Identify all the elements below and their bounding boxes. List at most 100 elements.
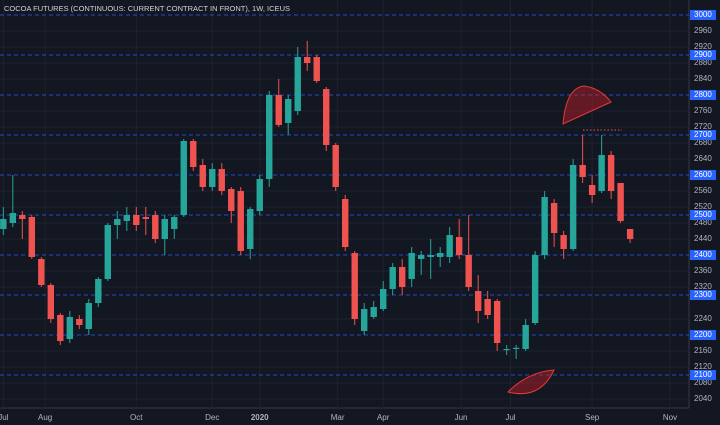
candle-body [361, 309, 368, 331]
y-tick-label: 2760 [694, 106, 712, 115]
price-label: 2500 [690, 210, 716, 220]
candle-body [180, 141, 187, 215]
candle-body [626, 229, 634, 239]
candle-body [0, 219, 7, 229]
candle-body [503, 349, 510, 351]
x-tick-label: Jul [0, 413, 9, 422]
price-label: 2100 [690, 370, 716, 380]
y-tick-label: 2480 [694, 218, 712, 227]
candles [0, 41, 634, 359]
candle-body [436, 253, 444, 257]
candle-body [247, 209, 254, 249]
price-label: 3000 [690, 10, 716, 20]
candle-body [617, 183, 624, 221]
chart-title: COCOA FUTURES (CONTINUOUS: CURRENT CONTR… [4, 4, 290, 13]
x-tick-label: Nov [663, 413, 677, 422]
candle-body [256, 179, 263, 211]
price-label-text: 2700 [694, 130, 712, 139]
candle-body [275, 95, 282, 125]
y-tick-label: 2120 [694, 362, 712, 371]
axis: 2040 2080 2120 2160 2240 2320 2360 2440 2480 2520… [0, 10, 716, 422]
price-label-box [690, 90, 716, 100]
x-tick-label: Dec [205, 413, 219, 422]
price-label-box [690, 170, 716, 180]
candle-body [95, 279, 102, 303]
candle-body [123, 215, 130, 221]
candle-body [47, 285, 55, 319]
candle-body [209, 169, 216, 187]
price-label-box [690, 330, 716, 340]
candle-body [38, 259, 45, 285]
drawing-arc [562, 85, 612, 125]
price-label-box [690, 130, 716, 140]
candle-body [152, 215, 159, 239]
price-label: 2700 [690, 130, 716, 140]
y-tick-label: 2040 [694, 394, 712, 403]
candle-body [379, 289, 387, 309]
candle-body [228, 189, 235, 211]
price-label-text: 2300 [694, 290, 712, 299]
candle-body [323, 89, 330, 145]
price-label-text: 2800 [694, 90, 712, 99]
candle-body [304, 57, 311, 63]
y-tick-label: 2920 [694, 42, 712, 51]
y-tick-label: 2840 [694, 74, 712, 83]
candle-body [512, 347, 520, 349]
candle-body [190, 141, 197, 167]
price-label-box [690, 290, 716, 300]
candle-body [171, 217, 178, 229]
candle-body [370, 307, 377, 317]
x-tick-label: Jun [455, 413, 468, 422]
candle-body [427, 255, 434, 257]
y-tick-label: 2160 [694, 346, 712, 355]
candle-body [218, 169, 225, 191]
candle-body [342, 199, 349, 247]
candle-body [465, 255, 472, 287]
candle-body [57, 315, 64, 341]
price-label-box [690, 50, 716, 60]
candle-body [76, 319, 83, 325]
x-tick-label: 2020 [251, 413, 269, 422]
y-tick-label: 2640 [694, 154, 712, 163]
price-label-box [690, 250, 716, 260]
y-tick-label: 2880 [694, 58, 712, 67]
price-label-box [690, 10, 716, 20]
candle-body [294, 57, 301, 111]
y-tick-label: 2080 [694, 378, 712, 387]
price-label-box [690, 210, 716, 220]
candle-body [285, 99, 292, 123]
x-tick-label: Aug [38, 413, 52, 422]
candle-body [28, 217, 36, 257]
price-label-text: 2400 [694, 250, 712, 259]
price-label-text: 2500 [694, 210, 712, 219]
x-tick-label: Oct [130, 413, 143, 422]
y-tick-label: 2440 [694, 234, 712, 243]
y-tick-label: 2360 [694, 266, 712, 275]
price-label: 2300 [690, 290, 716, 300]
x-tick-label: Apr [377, 413, 390, 422]
candle-body [550, 203, 558, 233]
candle-body [541, 197, 548, 255]
candle-body [569, 165, 577, 249]
x-tick-label: Sep [585, 413, 600, 422]
candle-body [484, 299, 491, 315]
candle-body [332, 145, 339, 187]
drawing-arc [507, 369, 555, 395]
price-label: 2800 [690, 90, 716, 100]
price-label-text: 2600 [694, 170, 712, 179]
candle-body [66, 317, 74, 339]
candle-body [446, 235, 453, 257]
candle-body [522, 325, 529, 349]
candle-body [9, 213, 17, 223]
candle-body [588, 185, 596, 195]
candle-body [266, 95, 273, 179]
y-tick-label: 2520 [694, 202, 712, 211]
price-label: 2400 [690, 250, 716, 260]
y-tick-label: 2240 [694, 314, 712, 323]
x-tick-label: Jul [505, 413, 515, 422]
price-label-text: 2100 [694, 370, 712, 379]
candle-body [560, 235, 567, 249]
candle-body [237, 191, 244, 251]
candle-body [607, 155, 615, 191]
